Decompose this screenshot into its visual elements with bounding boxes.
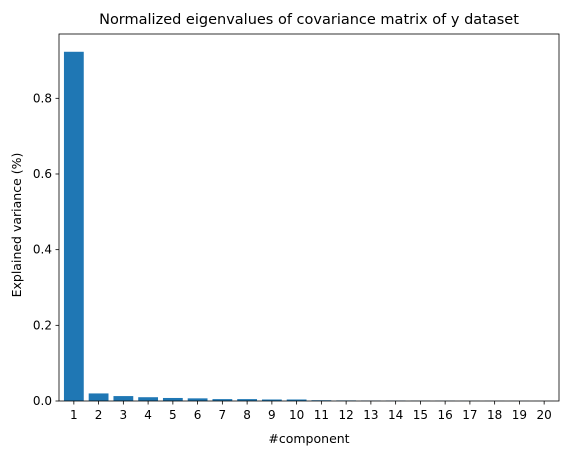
y-axis-label: Explained variance (%): [9, 153, 24, 298]
bar-6: [187, 398, 208, 401]
y-tick-label-3: 0.6: [33, 167, 52, 181]
x-tick-label-18: 18: [487, 408, 502, 422]
x-tick-label-8: 8: [243, 408, 251, 422]
bar-5: [162, 397, 183, 401]
y-tick-label-2: 0.4: [33, 243, 52, 257]
bar-8: [237, 399, 258, 401]
x-tick-label-10: 10: [289, 408, 304, 422]
plot-frame: [58, 33, 560, 402]
bar-1: [63, 51, 84, 401]
y-tick-label-4: 0.8: [33, 91, 52, 105]
y-tick-label-0: 0.0: [33, 394, 52, 408]
bar-2: [88, 393, 109, 401]
x-tick-label-2: 2: [95, 408, 103, 422]
bar-9: [261, 399, 282, 401]
x-tick-label-17: 17: [462, 408, 477, 422]
bar-7: [212, 399, 233, 401]
x-tick-label-9: 9: [268, 408, 276, 422]
plot-area: 1 2 3 4 5 6 7 8 9 10 11 12 13 14 15 16 17 18 19 200.00.20.4…: [33, 33, 560, 422]
x-tick-label-14: 14: [388, 408, 403, 422]
x-tick-label-5: 5: [169, 408, 177, 422]
x-tick-label-11: 11: [314, 408, 329, 422]
x-tick-label-13: 13: [363, 408, 378, 422]
bar-10: [286, 399, 307, 401]
x-tick-label-15: 15: [413, 408, 428, 422]
x-tick-label-4: 4: [144, 408, 152, 422]
x-tick-label-1: 1: [70, 408, 78, 422]
x-axis-label: #component: [268, 431, 349, 446]
x-tick-label-20: 20: [537, 408, 552, 422]
x-tick-label-3: 3: [120, 408, 128, 422]
bar-4: [138, 397, 159, 401]
x-tick-label-19: 19: [512, 408, 527, 422]
x-tick-label-16: 16: [437, 408, 452, 422]
bar-3: [113, 396, 134, 401]
x-tick-label-6: 6: [194, 408, 202, 422]
chart-title: Normalized eigenvalues of covariance mat…: [99, 12, 519, 28]
x-tick-label-7: 7: [219, 408, 227, 422]
x-tick-label-12: 12: [338, 408, 353, 422]
y-tick-label-1: 0.2: [33, 318, 52, 332]
